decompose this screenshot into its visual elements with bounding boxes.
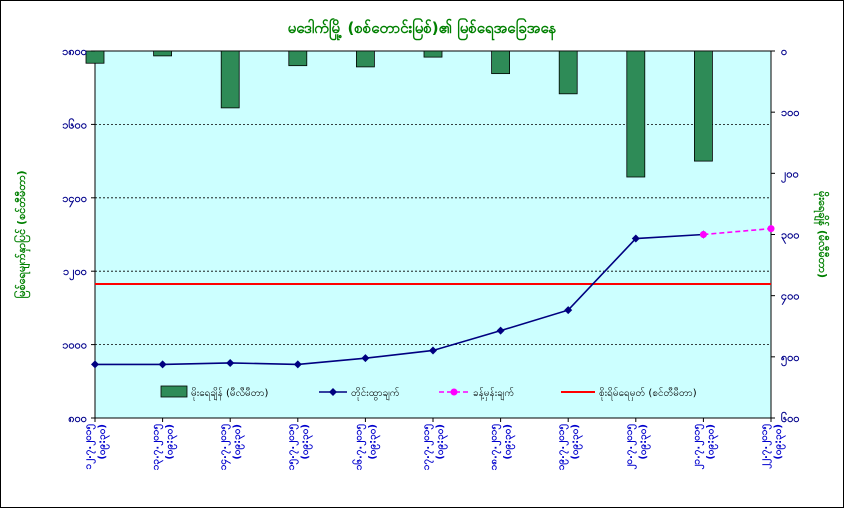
x-tick-label-date: ၁၂.၇.၂၀၁၅ [83,424,97,470]
right-tick-label: ၄၀၀ [781,290,800,306]
legend-water-level-label: တိုင်းထွာချက် [351,386,400,401]
water-level-point [226,358,235,367]
water-level-line [95,233,704,366]
water-level-point [293,360,302,369]
forecast-line [703,227,772,236]
plot-area [94,50,772,419]
legend-rainfall-swatch [160,385,188,398]
x-tick-label-time: (၀၉:၃၀) [570,424,584,460]
rainfall-bar [423,50,443,58]
x-tick-label-date: ၂၀.၇.၂၀၁၅ [624,424,638,470]
water-level-point [631,234,640,243]
rainfall-bar [491,50,511,75]
right-tick-label: ၁၀၀ [781,106,800,119]
rainfall-bar [355,50,375,68]
rainfall-bar [558,50,578,95]
rainfall-bar [288,50,308,67]
x-tick-label-date: ၁၆.၇.၂၀၁၅ [351,424,367,470]
right-tick-label: ၂၀၀ [781,167,799,183]
rainfall-bar [85,50,105,64]
left-tick-label: ၁၄၀၀ [62,192,87,208]
rainfall-bar [694,50,713,162]
left-tick-label: ၁၂၀၀ [63,265,87,281]
chart-title: မဒေါက်မြို့ (စစ်တောင်းမြစ်)၏ မြစ်ရေအခြေအ… [288,17,557,41]
x-tick-label-date: ၁၇.၇.၂၀၁၅ [421,424,435,470]
x-tick-label-time: (၀၉:၃၀) [503,424,517,460]
water-level-point [429,346,437,355]
x-tick-label-time: (၀၉:၃၀) [367,424,381,460]
x-tick-label-time: (၀၉:၃၀) [165,424,179,460]
x-tick-label-time: (၀၉:၃၀) [773,424,787,460]
legend-rainfall-label: မိုးရေချိန် (မီလီမီတာ) [191,386,269,401]
left-tick-label: ၁၆၀၀ [62,118,87,131]
legend-forecast-marker [450,388,458,396]
x-tick-label-time: (၀၉:၃၀) [705,424,719,460]
x-tick-label-date: ၁၈.၇.၂၀၁၅ [489,424,503,470]
left-tick-label: ၈၀၀ [68,412,87,425]
x-tick-label-date: ၁၄.၇.၂၀၁၅ [218,424,232,470]
water-level-point [158,360,167,369]
legend-water-level-marker [329,388,337,396]
x-tick-label-date: ၂၂.၇.၂၀၁၅ [759,424,773,469]
right-tick-label: ၅၀၀ [781,351,800,367]
x-tick-label-time: (၀၉:၃၀) [300,424,314,460]
right-tick-label: ၃၀၀ [781,229,800,245]
x-tick-label-date: ၁၉.၇.၂၀၁၅ [556,424,570,470]
x-tick-label-date: ၁၅.၇.၂၀၁၅ [286,424,300,470]
water-level-point [564,306,573,315]
forecast-point [767,225,775,233]
right-axis-title: မိုးရေချိန် (မီလီမီတာ) [813,191,830,278]
water-level-point [361,354,370,363]
x-tick-label-time: (၀၉:၃၀) [97,424,111,460]
forecast-point [699,231,707,238]
x-tick-label-time: (၀၉:၃၀) [232,424,246,460]
rainfall-bar [153,50,173,57]
right-tick-label: ၀ [781,45,787,58]
legend-forecast-label: ခန့်မှန်းချက် [473,386,514,401]
x-tick-label-time: (၀၉:၃၀) [638,424,652,460]
water-level-point [496,326,505,335]
rainfall-bar [626,50,646,178]
x-tick-label-date: ၁၃.၇.၂၀၁၅ [151,424,165,470]
rainfall-bar [220,50,240,109]
left-tick-label: ၁၀၀၀ [62,339,87,352]
legend-danger-label: စိုးရိမ်ရေမှတ် (စင်တီမီတာ) [599,386,697,401]
right-tick-label: ၆၀၀ [781,412,800,425]
x-tick-label-date: ၂၁.၇.၂၀၁၅ [691,424,705,470]
water-level-point [91,360,99,369]
left-axis-title: မြစ်ရေမျက်နှာပြင် (စင်တီမီတာ) [13,170,31,298]
left-tick-label: ၁၈၀၀ [62,45,87,58]
x-tick-label-time: (၀၉:၃၀) [435,424,449,460]
